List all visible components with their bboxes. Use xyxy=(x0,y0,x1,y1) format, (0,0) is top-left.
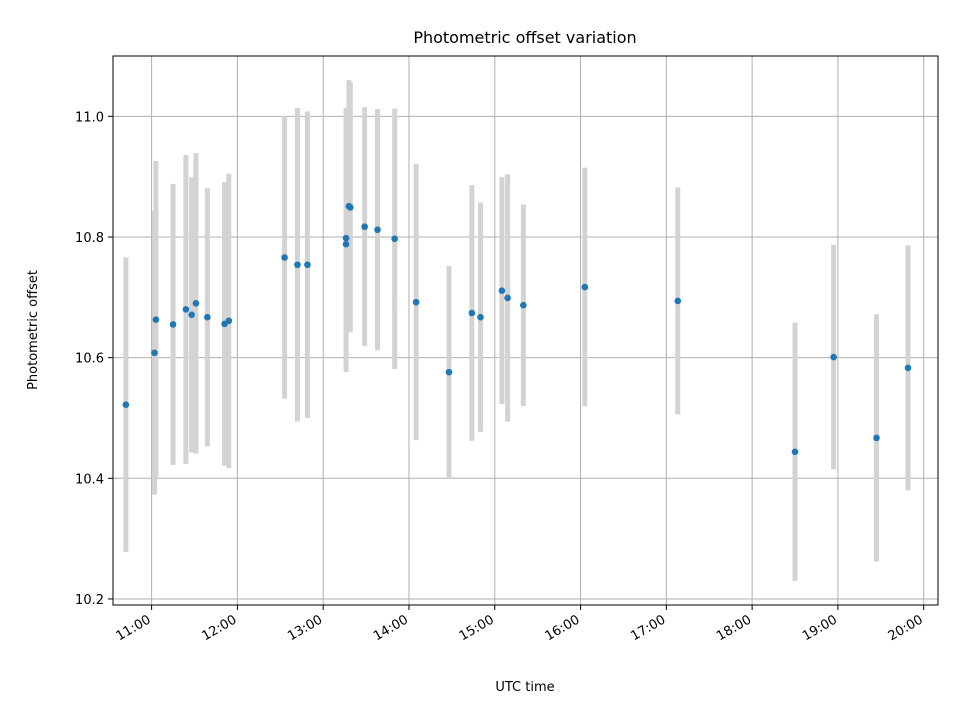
data-point xyxy=(830,353,837,361)
data-point xyxy=(412,298,420,306)
data-point xyxy=(192,300,200,307)
y-tick-label: 10.2 xyxy=(75,593,104,608)
data-point xyxy=(374,226,381,234)
data-point xyxy=(122,401,130,409)
data-point xyxy=(873,434,880,442)
data-point xyxy=(674,297,682,305)
error-bars xyxy=(123,80,911,581)
y-axis-label: Photometric offset xyxy=(26,270,41,390)
data-point xyxy=(445,368,453,376)
data-point xyxy=(391,235,398,243)
data-point xyxy=(904,364,912,372)
axes-frame xyxy=(112,55,939,606)
data-point xyxy=(182,306,190,313)
data-point xyxy=(169,321,177,328)
data-point xyxy=(520,301,527,309)
data-point xyxy=(294,261,301,269)
data-point xyxy=(498,287,506,294)
data-points xyxy=(122,202,912,456)
data-point xyxy=(304,261,311,269)
data-point xyxy=(361,223,368,231)
x-tick-label: 11:00 xyxy=(114,612,154,644)
x-tick-label: 15:00 xyxy=(457,612,497,644)
x-tick-label: 14:00 xyxy=(371,612,411,644)
data-point xyxy=(152,316,160,323)
data-point xyxy=(281,254,288,261)
x-tick-label: 18:00 xyxy=(714,612,754,644)
data-point xyxy=(225,317,233,325)
x-axis-label: UTC time xyxy=(495,680,554,695)
data-point xyxy=(347,204,354,211)
x-tick-label: 20:00 xyxy=(886,612,926,644)
data-point xyxy=(204,313,211,321)
chart-title: Photometric offset variation xyxy=(413,28,636,47)
data-point xyxy=(342,234,350,242)
data-point xyxy=(477,313,484,321)
y-tick-label: 10.4 xyxy=(75,472,104,487)
x-tick-label: 17:00 xyxy=(628,612,668,644)
data-point xyxy=(151,349,158,357)
data-point xyxy=(342,240,350,248)
x-tick-label: 12:00 xyxy=(199,612,239,644)
x-tick-label: 19:00 xyxy=(800,612,840,644)
data-point xyxy=(791,448,799,456)
data-point xyxy=(188,311,195,319)
x-tick-label: 16:00 xyxy=(543,612,583,644)
data-point xyxy=(504,294,511,302)
x-tick-label: 13:00 xyxy=(285,612,325,644)
y-tick-label: 10.6 xyxy=(75,352,104,367)
data-point xyxy=(468,309,476,317)
y-tick-label: 10.8 xyxy=(75,231,104,246)
data-point xyxy=(581,283,589,291)
y-tick-label: 11.0 xyxy=(75,110,104,125)
